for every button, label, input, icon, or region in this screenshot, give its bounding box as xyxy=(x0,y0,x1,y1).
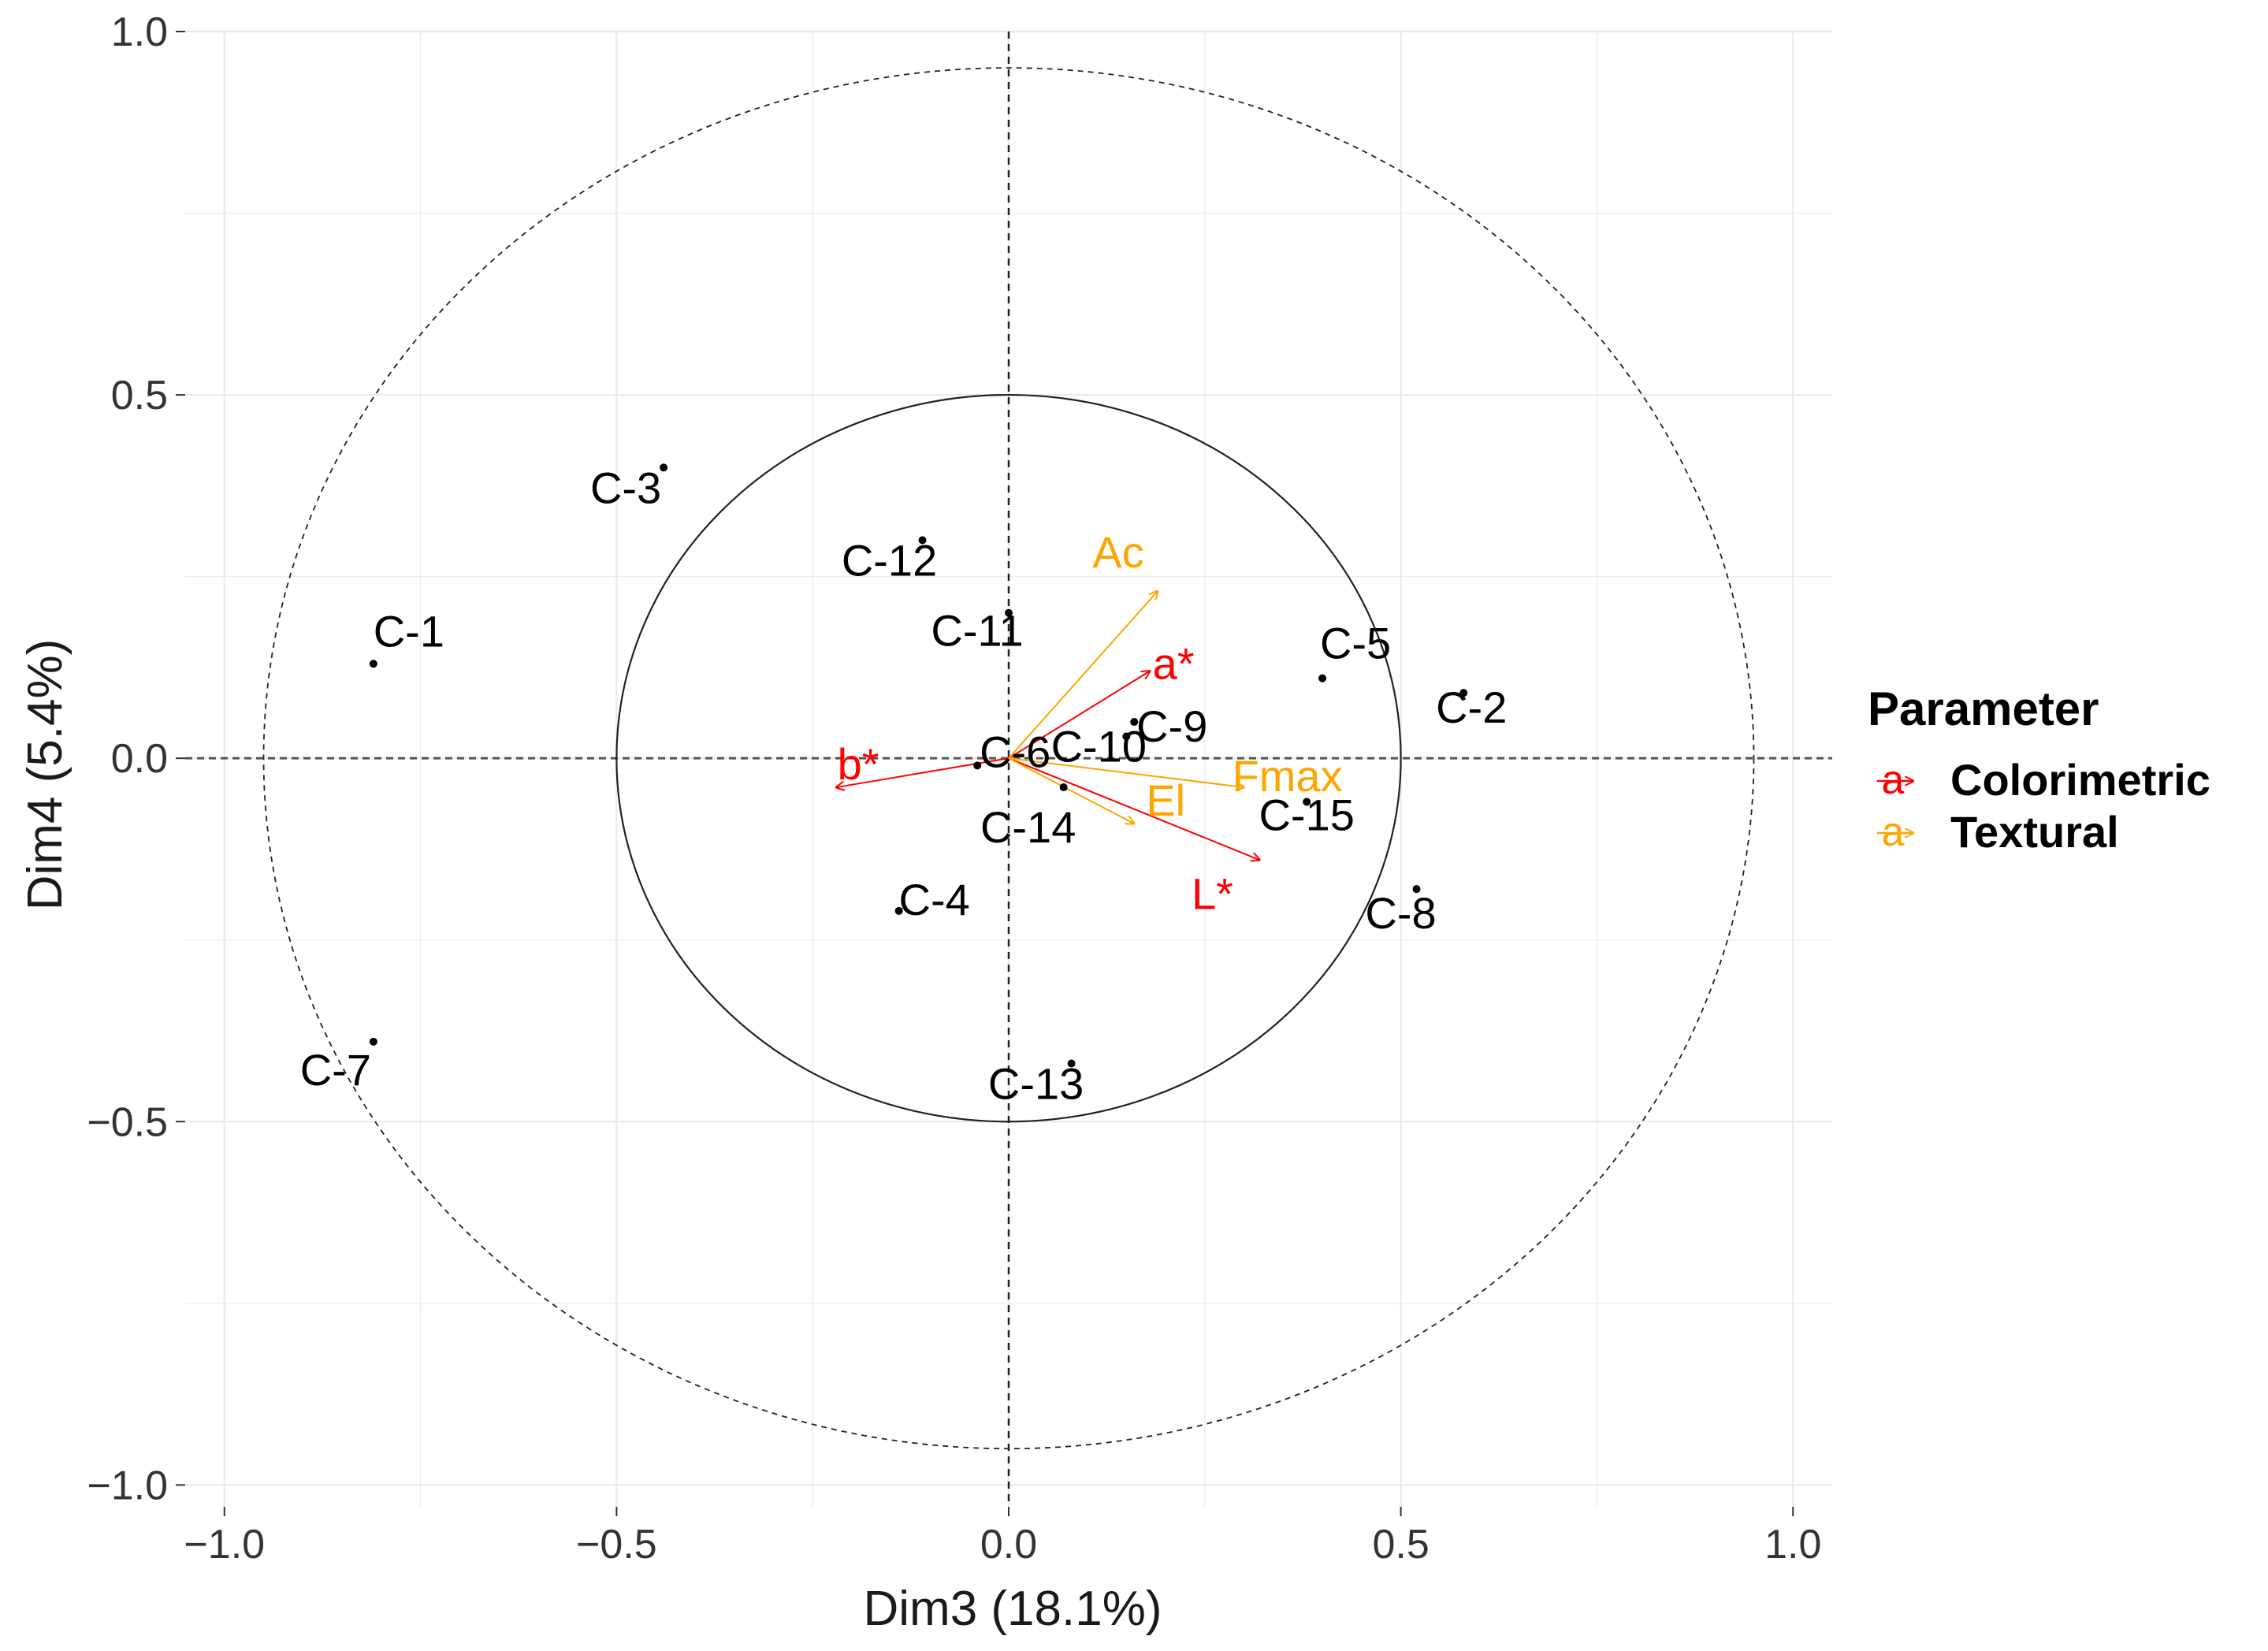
y-tick-label: 1.0 xyxy=(111,9,168,55)
y-tick-label: −0.5 xyxy=(87,1099,168,1145)
legend-item-label: Textural xyxy=(1950,807,2119,857)
point-label-c-12: C-12 xyxy=(842,536,937,586)
point-label-c-3: C-3 xyxy=(590,463,661,512)
point-marker xyxy=(1412,885,1421,894)
vector-arrow-lstar xyxy=(1008,757,1259,860)
vector-arrow-astar xyxy=(1008,671,1150,760)
vector-label-astar: a* xyxy=(1153,639,1195,689)
legend: Parameter a Colorimetric a Textural xyxy=(1868,682,2210,857)
point-marker xyxy=(918,536,927,545)
point-label-c-10: C-10 xyxy=(1051,722,1147,772)
point-label-c-9: C-9 xyxy=(1136,701,1207,751)
legend-title: Parameter xyxy=(1868,682,2099,735)
point-label-c-8: C-8 xyxy=(1365,888,1436,938)
point-label-c-6: C-6 xyxy=(980,727,1050,776)
point-marker xyxy=(1005,608,1013,617)
point-label-c-2: C-2 xyxy=(1436,682,1507,732)
legend-item-label: Colorimetric xyxy=(1950,755,2210,805)
point-marker xyxy=(1130,718,1139,727)
vector-label-bstar: b* xyxy=(838,739,879,789)
x-tick-label: 0.5 xyxy=(1372,1522,1429,1567)
inner-solid-circle xyxy=(615,393,1402,1123)
point-marker xyxy=(369,1037,377,1046)
legend-items: a Colorimetric a Textural xyxy=(1877,755,2210,857)
vector-label-fmax: Fmax xyxy=(1233,751,1343,801)
y-tick-label: 0.5 xyxy=(111,373,168,418)
vector-label-el: El xyxy=(1146,775,1185,825)
vector-label-lstar: L* xyxy=(1192,868,1233,918)
point-label-c-13: C-13 xyxy=(988,1058,1084,1108)
point-marker xyxy=(1318,674,1327,682)
x-tick-label: −1.0 xyxy=(184,1522,265,1567)
vector-arrow-el xyxy=(1008,757,1134,824)
point-label-c-11: C-11 xyxy=(931,606,1023,656)
x-tick-label: 1.0 xyxy=(1764,1522,1821,1567)
point-marker xyxy=(894,906,903,915)
y-axis-label: Dim4 (5.4%) xyxy=(18,639,73,911)
point-marker xyxy=(1059,783,1068,792)
x-axis-label: Dim3 (18.1%) xyxy=(864,1582,1162,1636)
y-tick-label: −1.0 xyxy=(87,1463,168,1508)
individual-points: C-1 C-2 C-3 C-4 C-5 C-6 C-7 C-8 C-9C-10 C-11 C-12 C… xyxy=(300,463,1508,1108)
x-tick-label: −0.5 xyxy=(576,1522,657,1567)
point-marker xyxy=(1459,689,1468,697)
point-label-c-4: C-4 xyxy=(899,875,970,924)
point-label-c-14: C-14 xyxy=(980,802,1076,852)
vector-label-ac: Ac xyxy=(1092,527,1143,577)
vector-arrow-ac xyxy=(1008,591,1158,759)
axes: −1.0 −0.5 0.0 0.5 1.0 −1.0 −0.5 0.0 0.5 1.0 xyxy=(87,9,1821,1567)
point-label-c-5: C-5 xyxy=(1320,619,1391,668)
outer-dashed-circle xyxy=(262,67,1755,1450)
point-marker xyxy=(660,463,668,472)
legend-key-glyph: a xyxy=(1882,757,1905,803)
y-tick-label: 0.0 xyxy=(111,736,168,782)
x-tick-label: 0.0 xyxy=(980,1522,1037,1567)
variable-vectors: a* b* L* Ac Fmax El xyxy=(836,527,1343,918)
point-marker xyxy=(973,761,982,770)
vector-arrow-fmax xyxy=(1008,757,1244,787)
point-marker xyxy=(1122,732,1131,741)
point-marker xyxy=(369,660,377,668)
point-label-c-7: C-7 xyxy=(300,1045,371,1095)
legend-key-glyph: a xyxy=(1882,809,1905,855)
point-label-c-1: C-1 xyxy=(374,606,444,656)
point-marker xyxy=(1067,1059,1076,1068)
reference-lines xyxy=(185,32,1832,1507)
point-marker xyxy=(1303,798,1311,806)
point-label-c-15: C-15 xyxy=(1259,790,1354,839)
correlation-circles xyxy=(262,67,1755,1450)
